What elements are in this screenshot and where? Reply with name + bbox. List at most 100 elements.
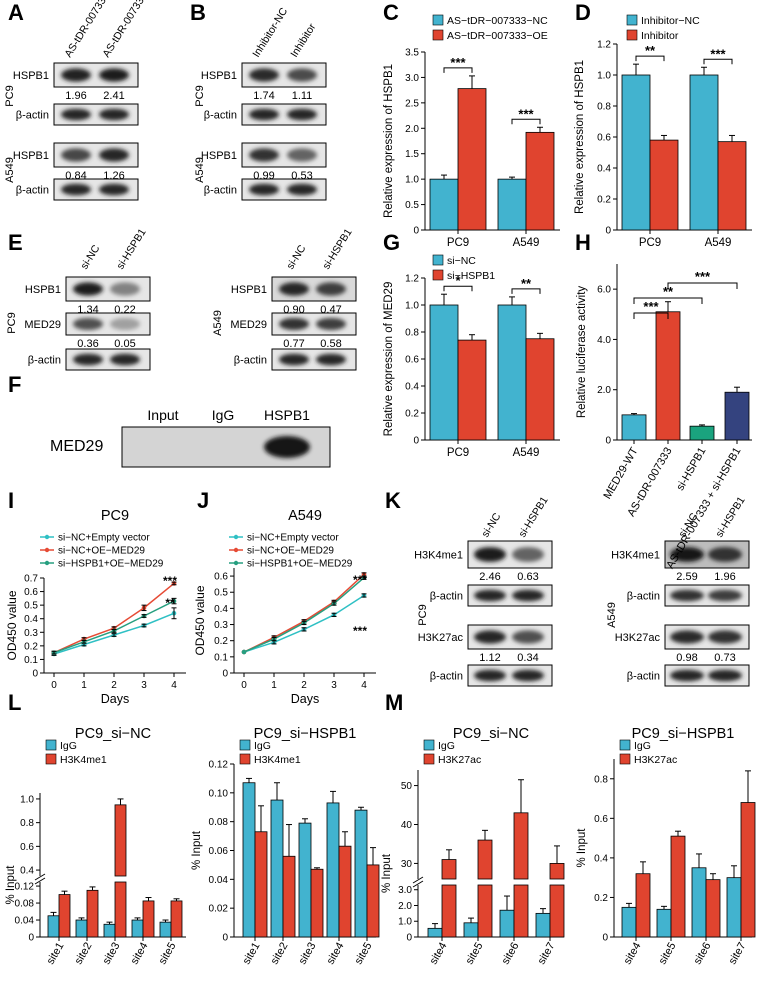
chart-d-y-tick-label: 0.8 xyxy=(597,102,611,113)
blot-e-pc9-quant-value: 0.05 xyxy=(114,338,135,350)
blot-b-band-1-0 xyxy=(249,108,279,121)
chart-g-y-tick-label: 0 xyxy=(413,436,419,447)
blot-a-lane-label: AS-tDR-007333-OE xyxy=(100,0,159,60)
chart-c-x-tick-label: PC9 xyxy=(447,237,469,249)
chart-m1-y-tick-label: 1.0 xyxy=(398,917,412,928)
panel-label-m: M xyxy=(385,690,403,715)
chart-m1-legend-label: H3K27ac xyxy=(438,754,481,766)
blot-e-a549-row-label: β-actin xyxy=(234,355,267,367)
chart-m2-bar xyxy=(621,906,637,938)
chart-l2-bar xyxy=(282,855,296,938)
blot-k-a549-band-1-0 xyxy=(670,589,704,602)
blot-e-a549-band-0-0 xyxy=(279,282,309,296)
panel-label-j: J xyxy=(197,488,209,513)
chart-g-legend-swatch xyxy=(432,254,444,266)
chart-c-significance: *** xyxy=(450,55,466,70)
blot-e-a549-quant-value: 0.77 xyxy=(283,338,304,350)
chart-g-y-tick-label: 1.0 xyxy=(405,301,419,312)
chart-g-bracket xyxy=(443,285,473,292)
chart-g-bracket xyxy=(511,288,541,294)
chart-i-y-tick-label: 0.6 xyxy=(24,587,38,598)
chart-g-bar xyxy=(457,339,487,441)
blot-e-cell-label: A549 xyxy=(212,310,224,336)
chart-d-y-tick-label: 1.2 xyxy=(597,40,611,51)
blot-k-a549-band-2-1 xyxy=(708,630,742,644)
chart-l2-y-tick-label: 0.12 xyxy=(209,760,229,771)
blot-e-a549-quant-value: 0.58 xyxy=(320,338,341,350)
chart-m1-bar xyxy=(535,912,551,938)
chart-h-y-label: Relative luciferase activity xyxy=(576,286,588,419)
chart-i-significance: *** xyxy=(163,574,177,588)
chart-l2-y-tick-label: 0.08 xyxy=(209,817,229,828)
chart-g-y-tick-label: 0.2 xyxy=(405,409,419,420)
chart-m1-y-tick-label: 0 xyxy=(406,933,412,944)
chart-j-legend-label: si−NC+OE−MED29 xyxy=(247,546,334,557)
chart-l1-legend-label: IgG xyxy=(60,740,77,752)
blot-e-pc9-quant-value: 0.36 xyxy=(77,338,98,350)
chart-l2-legend-label: IgG xyxy=(254,740,271,752)
chart-m1-bar xyxy=(427,927,443,938)
chart-j-point xyxy=(241,649,247,655)
chart-h-significance: *** xyxy=(695,269,711,284)
chart-l1-axis-break xyxy=(34,877,46,885)
chart-l1-bar xyxy=(75,919,88,938)
chart-g-legend-swatch xyxy=(432,269,444,281)
blot-k-pc9-band-2-0 xyxy=(474,630,506,644)
chart-h-bar xyxy=(724,391,750,441)
chart-h-bracket xyxy=(667,282,738,289)
chart-c-bar xyxy=(497,178,527,231)
blot-e-pc9-band-2-0 xyxy=(73,353,103,366)
blot-b-band-2-1 xyxy=(287,148,317,162)
chart-l2-bar xyxy=(354,809,368,938)
panel-label-g: G xyxy=(383,230,400,255)
panel-label-b: B xyxy=(190,0,206,25)
blot-e-pc9-row-label: MED29 xyxy=(24,319,61,331)
chart-d-y-tick-label: 0 xyxy=(605,226,611,237)
blot-k-pc9-quant-value: 2.46 xyxy=(479,571,500,583)
chart-g-significance: * xyxy=(455,273,461,288)
chart-m2-title: PC9_si−HSPB1 xyxy=(632,726,735,742)
chart-m2-legend-label: IgG xyxy=(634,740,651,752)
chart-m2-bar xyxy=(705,879,721,938)
chart-d-significance: ** xyxy=(645,43,656,58)
panel-label-c: C xyxy=(383,0,399,25)
chart-i-x-tick-label: 3 xyxy=(141,680,147,691)
blot-b-quant-value: 1.74 xyxy=(253,90,274,102)
chart-l2-bar xyxy=(338,845,352,938)
chart-m1-legend-swatch xyxy=(423,739,435,751)
chart-m1-x-tick-label: site5 xyxy=(464,941,486,967)
panel-label-e: E xyxy=(8,230,23,255)
blot-b-cell-label: PC9 xyxy=(194,85,206,106)
chart-l1-bar xyxy=(103,923,116,938)
chart-l2-x-tick-label: site1 xyxy=(241,941,263,967)
chart-j-x-tick-label: 3 xyxy=(331,680,337,691)
chart-l1-legend-swatch xyxy=(45,739,57,751)
blot-e-pc9-band-2-1 xyxy=(110,353,140,366)
chart-j-x-label: Days xyxy=(291,692,319,706)
chart-m2-y-tick-label: 0.2 xyxy=(594,893,608,904)
chart-m2-x-tick-label: site4 xyxy=(622,941,644,967)
blot-a-row-label: β-actin xyxy=(16,185,49,197)
chart-i-series-line xyxy=(53,582,175,654)
blot-k-a549-lane-label: si-HSPB1 xyxy=(713,494,747,539)
chart-j-x-tick-label: 1 xyxy=(271,680,277,691)
blot-a-row-label: β-actin xyxy=(16,110,49,122)
chart-c-y-tick-label: 3.5 xyxy=(405,48,419,59)
chart-d-x-tick-label: A549 xyxy=(705,237,732,249)
blot-f-row-label: MED29 xyxy=(50,438,103,455)
chart-l2-bar xyxy=(366,864,380,938)
chart-m1-bar-high xyxy=(513,812,529,880)
blot-e-pc9-band-1-0 xyxy=(73,317,103,331)
blot-k-pc9-quant-value: 0.63 xyxy=(517,571,538,583)
chart-d-bar xyxy=(621,74,651,231)
chart-j-series-line xyxy=(243,577,365,653)
blot-f-lane-label: HSPB1 xyxy=(264,407,310,423)
chart-l1-bar xyxy=(170,900,183,938)
blot-b-lane-label: Inhibitor xyxy=(288,21,318,59)
chart-l1-legend-label: H3K4me1 xyxy=(60,754,107,766)
chart-c-legend-swatch xyxy=(432,29,444,41)
chart-l2-bar xyxy=(254,831,268,938)
chart-l1-x-tick-label: site3 xyxy=(101,941,123,967)
chart-j-y-tick-label: 0.2 xyxy=(214,636,228,647)
chart-l1-y-tick-label: 1.0 xyxy=(20,794,34,805)
